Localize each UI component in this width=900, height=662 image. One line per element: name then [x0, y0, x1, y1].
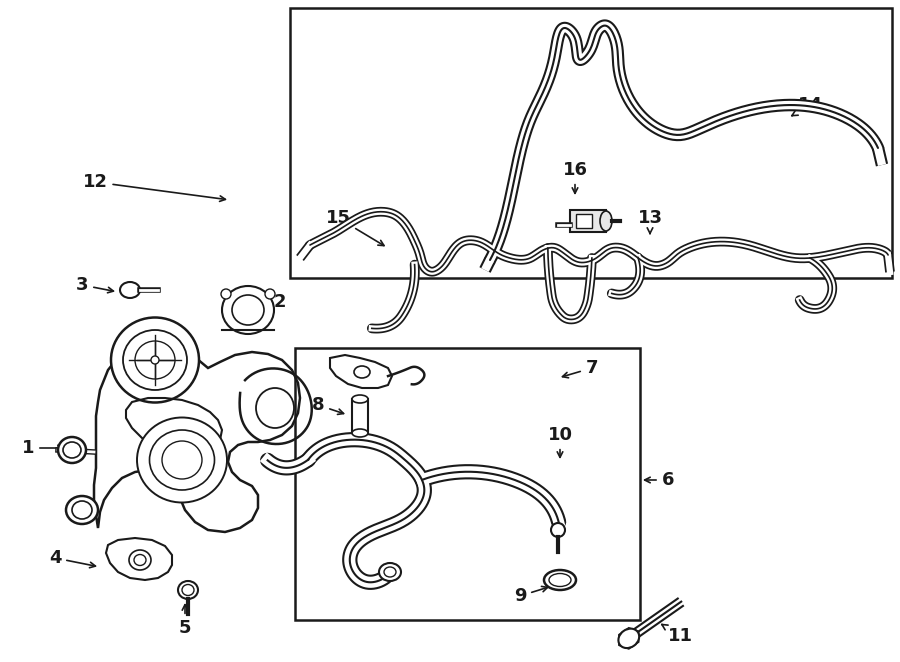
Ellipse shape — [352, 429, 368, 437]
Text: 11: 11 — [662, 624, 692, 645]
Bar — [576, 214, 592, 228]
Ellipse shape — [137, 418, 227, 502]
Ellipse shape — [352, 395, 368, 403]
Bar — [352, 399, 368, 433]
Ellipse shape — [222, 286, 274, 334]
Text: 13: 13 — [637, 209, 662, 234]
Text: 16: 16 — [562, 161, 588, 193]
Text: 3: 3 — [76, 276, 113, 294]
Text: 9: 9 — [514, 587, 547, 605]
Ellipse shape — [549, 573, 571, 587]
Ellipse shape — [120, 282, 140, 298]
Ellipse shape — [379, 563, 401, 581]
Ellipse shape — [256, 388, 294, 428]
Ellipse shape — [58, 437, 86, 463]
Ellipse shape — [149, 430, 214, 490]
Text: 8: 8 — [311, 396, 344, 414]
Bar — [295, 348, 640, 620]
Ellipse shape — [63, 442, 81, 458]
Text: 10: 10 — [547, 426, 572, 457]
Ellipse shape — [182, 585, 194, 596]
Ellipse shape — [178, 581, 198, 599]
Ellipse shape — [135, 341, 175, 379]
Ellipse shape — [551, 523, 565, 537]
Ellipse shape — [151, 356, 159, 364]
Text: 1: 1 — [22, 439, 63, 457]
Ellipse shape — [134, 555, 146, 565]
Ellipse shape — [384, 567, 396, 577]
Ellipse shape — [129, 550, 151, 570]
Text: 5: 5 — [179, 604, 192, 637]
Ellipse shape — [111, 318, 199, 402]
Text: 12: 12 — [83, 173, 225, 201]
Ellipse shape — [123, 330, 187, 390]
Text: 14: 14 — [792, 96, 823, 116]
Ellipse shape — [221, 289, 231, 299]
Text: 6: 6 — [644, 471, 674, 489]
Bar — [290, 8, 892, 278]
Ellipse shape — [265, 289, 275, 299]
Ellipse shape — [618, 629, 639, 648]
Ellipse shape — [600, 211, 612, 231]
Text: 15: 15 — [326, 209, 384, 246]
Text: 2: 2 — [255, 293, 286, 311]
Ellipse shape — [162, 441, 202, 479]
Ellipse shape — [544, 570, 576, 590]
Ellipse shape — [72, 501, 92, 519]
Ellipse shape — [66, 496, 98, 524]
Bar — [570, 210, 606, 232]
Ellipse shape — [232, 295, 264, 325]
Text: 4: 4 — [49, 549, 95, 568]
Text: 7: 7 — [562, 359, 598, 378]
Ellipse shape — [354, 366, 370, 378]
